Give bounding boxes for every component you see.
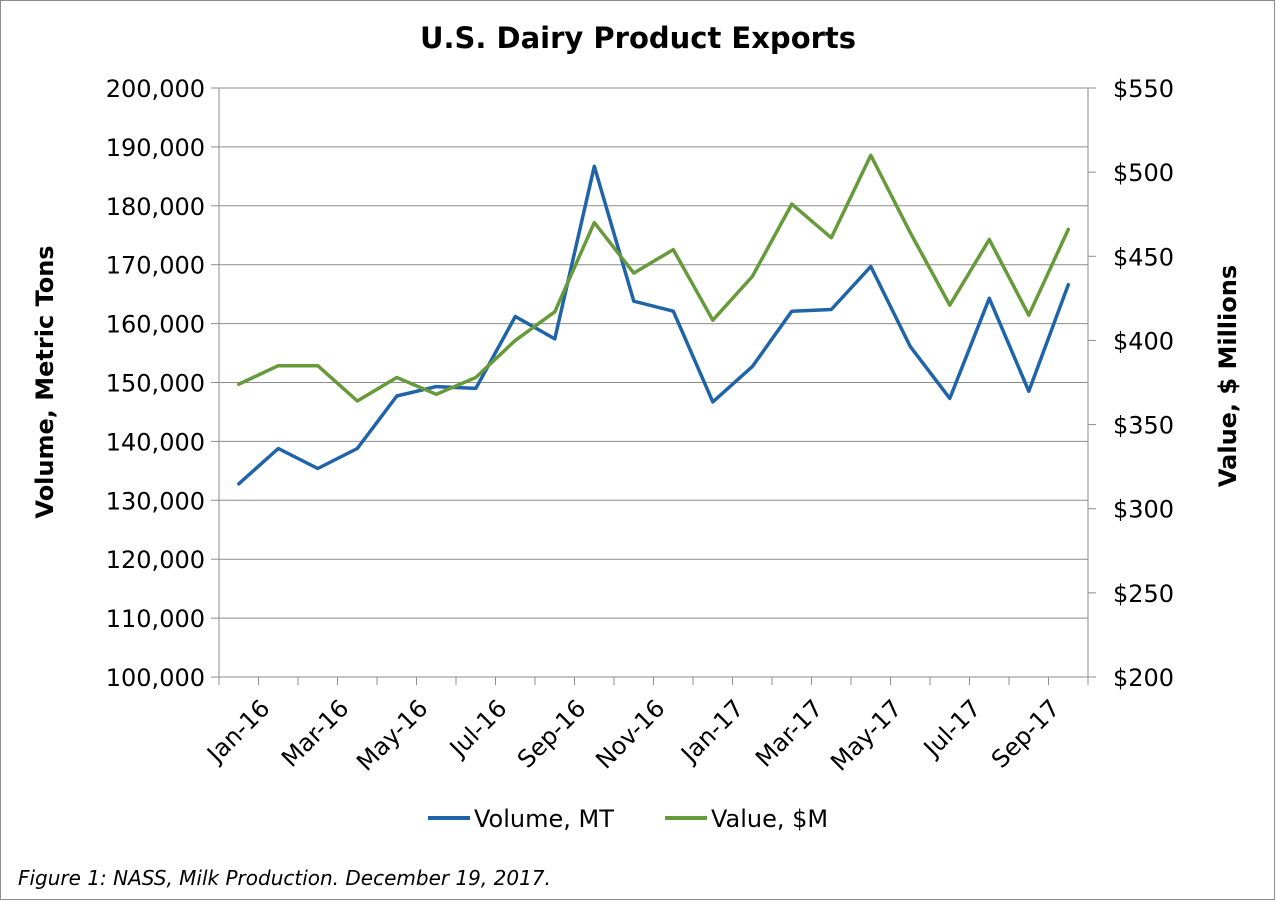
chart-title: U.S. Dairy Product Exports [420,21,856,55]
left-tick-label: 130,000 [106,487,205,515]
x-tick-label: May-17 [825,694,907,776]
right-tick-label: $300 [1113,496,1174,524]
left-tick-label: 200,000 [106,75,205,103]
left-tick-label: 150,000 [106,370,205,398]
left-tick-label: 100,000 [106,664,205,692]
x-tick-label: May-16 [351,694,433,776]
x-tick-label: Sep-16 [512,694,592,774]
series-lines [237,153,1071,486]
x-tick-label: Jul-16 [443,694,512,763]
left-tick-label: 160,000 [106,311,205,339]
x-tick-label: Jan-16 [200,694,275,769]
right-tick-label: $250 [1113,580,1174,608]
x-tick-label: Mar-16 [276,694,354,772]
left-tick-label: 190,000 [106,134,205,162]
left-tick-label: 170,000 [106,252,205,280]
left-tick-label: 140,000 [106,428,205,456]
x-tick-label: Mar-17 [750,694,828,772]
right-tick-label: $400 [1113,327,1174,355]
right-tick-label: $550 [1113,75,1174,103]
legend-label-value: Value, $M [711,805,828,833]
right-tick-label: $450 [1113,243,1174,271]
figure-caption: Figure 1: NASS, Milk Production. Decembe… [18,866,551,890]
legend-label-volume: Volume, MT [474,805,614,833]
right-axis-ticks: $200 $250 $300 $350 $400 $450 $500 $550 [1088,75,1174,692]
left-axis-ticks: 100,000 110,000 120,000 130,000 140,000 150,0… [106,75,219,692]
x-tick-label: Nov-16 [590,694,670,774]
y-axis-label: Volume, Metric Tons [31,245,59,518]
x-tick-label: Jul-17 [917,694,986,763]
left-tick-label: 180,000 [106,193,205,221]
series-line-volume [237,164,1071,486]
right-tick-label: $350 [1113,412,1174,440]
right-tick-label: $500 [1113,159,1174,187]
x-tick-label: Jan-17 [674,694,749,769]
y2-axis-label: Value, $ Millions [1214,265,1242,487]
right-tick-label: $200 [1113,664,1174,692]
legend: Volume, MT Value, $M [428,805,828,833]
gridlines [219,146,1088,619]
x-tick-label: Sep-17 [986,694,1066,774]
left-tick-label: 120,000 [106,546,205,574]
series-line-value [237,153,1071,403]
left-tick-label: 110,000 [106,605,205,633]
